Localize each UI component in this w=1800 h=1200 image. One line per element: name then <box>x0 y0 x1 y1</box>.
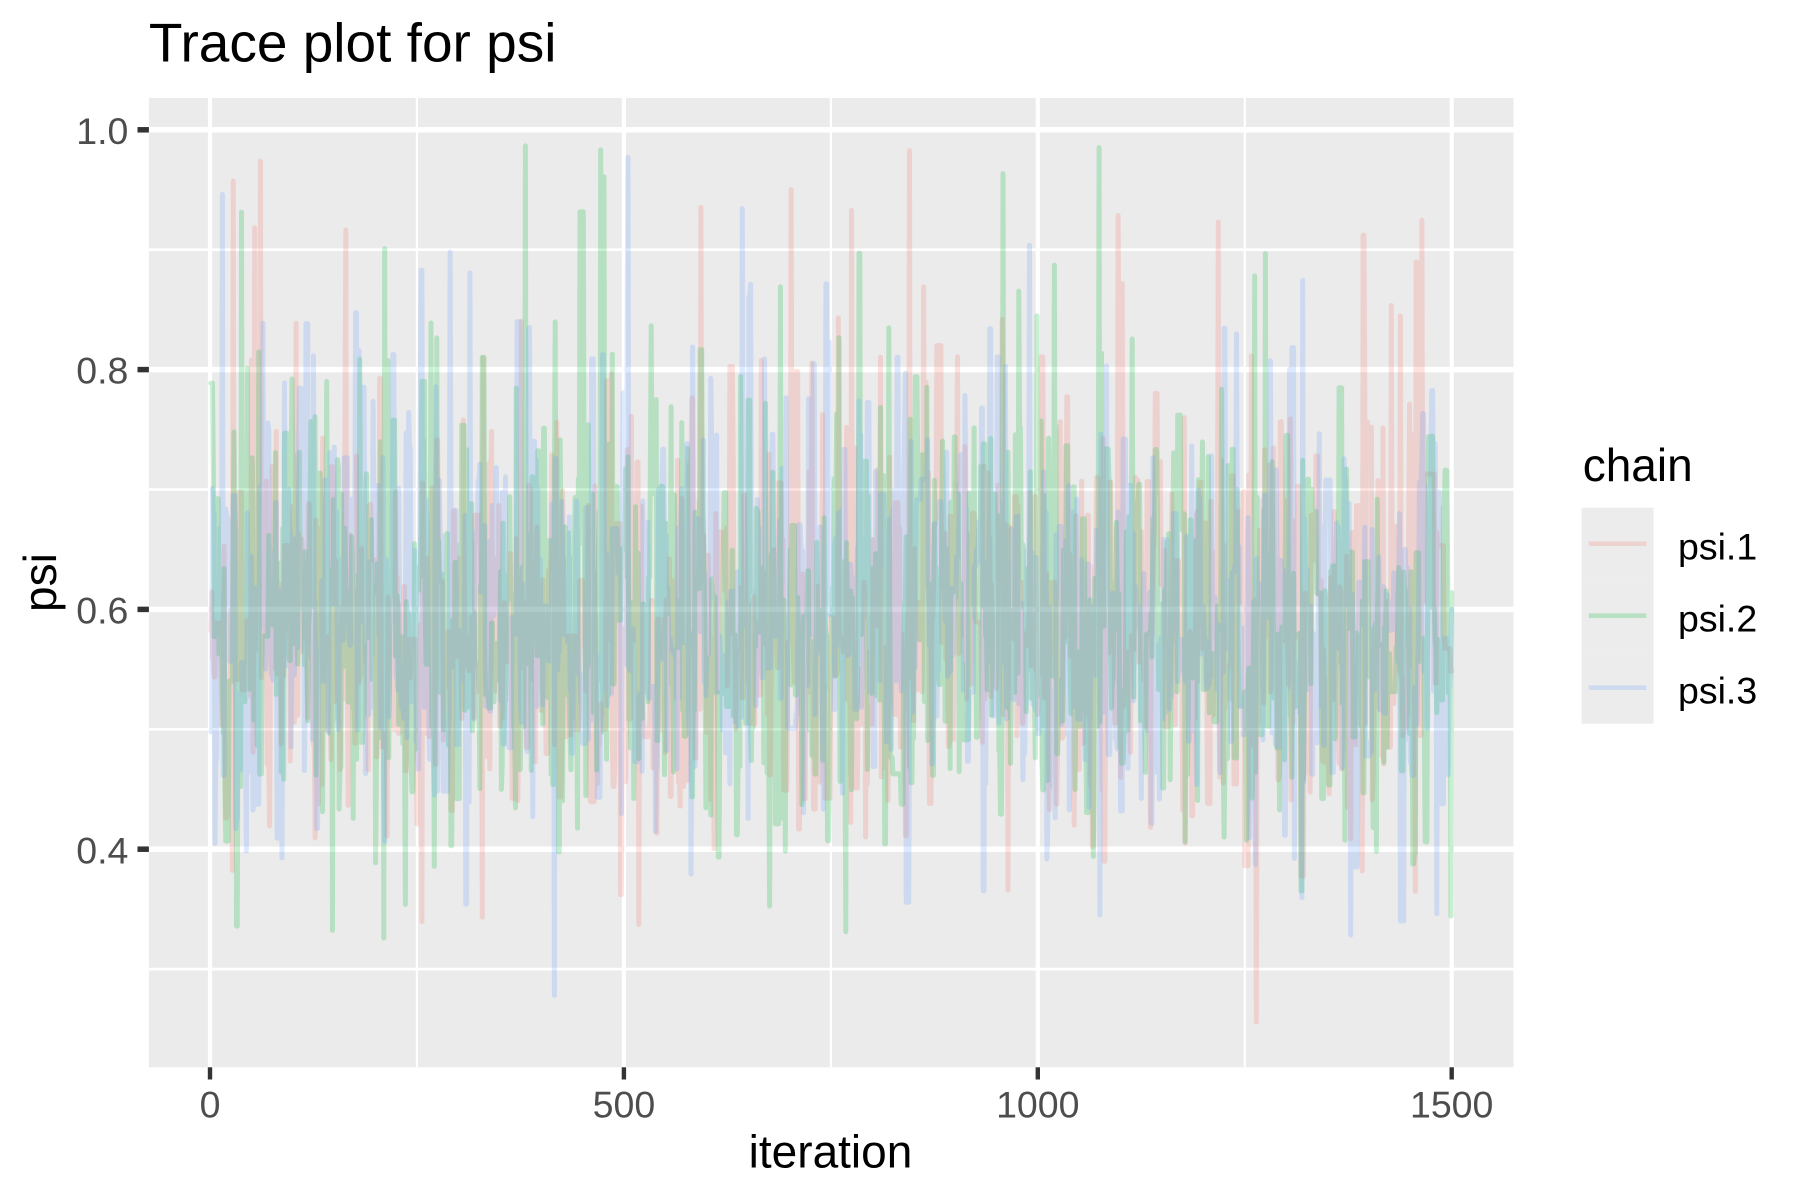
svg-text:500: 500 <box>593 1084 656 1126</box>
svg-text:0.8: 0.8 <box>76 350 128 392</box>
svg-text:1500: 1500 <box>1410 1084 1493 1126</box>
svg-text:psi.1: psi.1 <box>1678 526 1757 568</box>
svg-text:Trace plot for psi: Trace plot for psi <box>149 11 557 73</box>
svg-text:0.6: 0.6 <box>76 590 128 632</box>
svg-text:1000: 1000 <box>996 1084 1079 1126</box>
svg-text:1.0: 1.0 <box>76 110 128 152</box>
svg-text:psi: psi <box>14 553 66 612</box>
svg-text:psi.2: psi.2 <box>1678 598 1757 640</box>
svg-text:iteration: iteration <box>749 1126 913 1178</box>
svg-text:chain: chain <box>1583 439 1693 491</box>
svg-text:0: 0 <box>200 1084 221 1126</box>
svg-text:psi.3: psi.3 <box>1678 670 1757 712</box>
svg-text:0.4: 0.4 <box>76 829 128 871</box>
